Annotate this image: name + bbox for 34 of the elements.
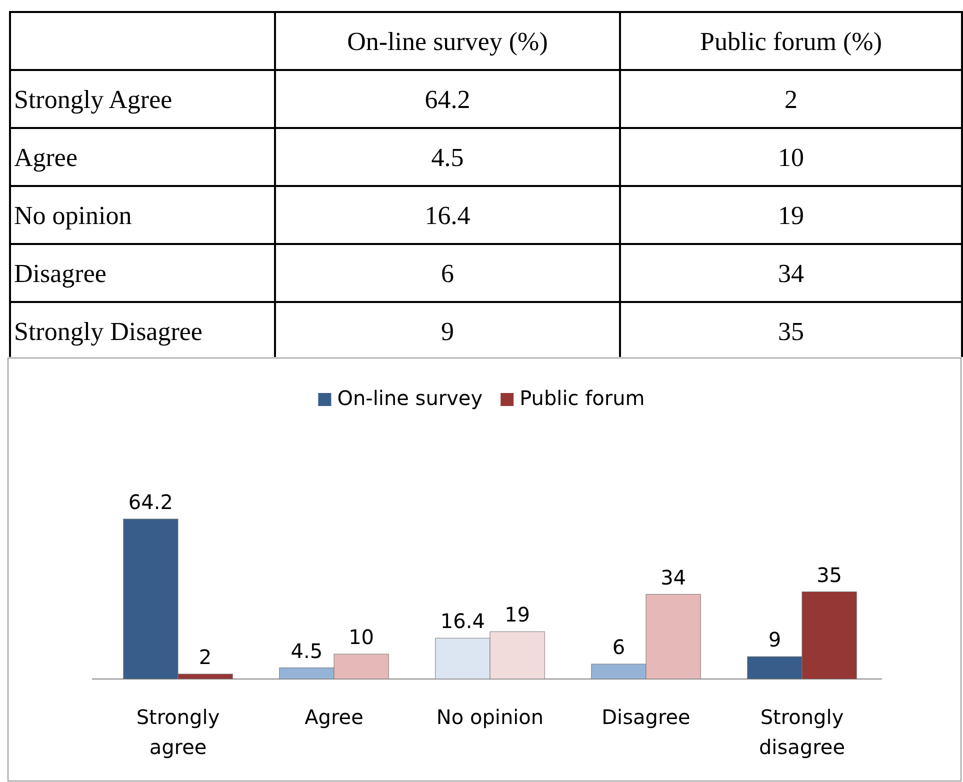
- data-label: 9: [441, 317, 454, 346]
- data-label: 10: [348, 625, 374, 650]
- data-label: 34: [660, 565, 686, 590]
- category-label: Disagree: [14, 259, 106, 288]
- category-label: Strongly Disagree: [14, 317, 202, 346]
- data-label: 16.4: [440, 609, 485, 634]
- data-label: 2: [198, 645, 212, 670]
- data-label: 64.2: [424, 85, 470, 114]
- data-label: 6: [441, 259, 454, 288]
- data-label: 9: [768, 628, 782, 652]
- category-label: Strongly Agree: [14, 85, 172, 114]
- text: On-line survey (%): [347, 27, 548, 56]
- data-label: 2: [784, 85, 798, 114]
- data-label: 4.5: [290, 638, 323, 663]
- category-label: Agree: [14, 143, 78, 172]
- data-label: 4.5: [431, 143, 464, 172]
- data-label: 19: [504, 602, 530, 627]
- text: Public forum (%): [700, 27, 882, 56]
- data-label: 10: [778, 143, 804, 172]
- x-tick-label: Disagree: [602, 705, 690, 729]
- data-label: 34: [778, 259, 804, 288]
- data-label: 19: [778, 201, 804, 230]
- x-tick-label: No opinion: [436, 705, 544, 729]
- x-tick-label: Strongly disagree: [758, 705, 846, 759]
- data-label: 64.2: [128, 490, 173, 514]
- legend-label: Public forum: [520, 386, 645, 410]
- data-label: 35: [816, 562, 842, 587]
- x-tick-label: Strongly agree: [136, 705, 220, 759]
- x-tick-label: Agree: [304, 705, 364, 729]
- data-label: 35: [778, 317, 804, 346]
- data-label: 6: [612, 635, 626, 660]
- category-label: No opinion: [14, 201, 132, 230]
- data-label: 16.4: [424, 201, 470, 230]
- legend-label: On-line survey: [337, 386, 483, 410]
